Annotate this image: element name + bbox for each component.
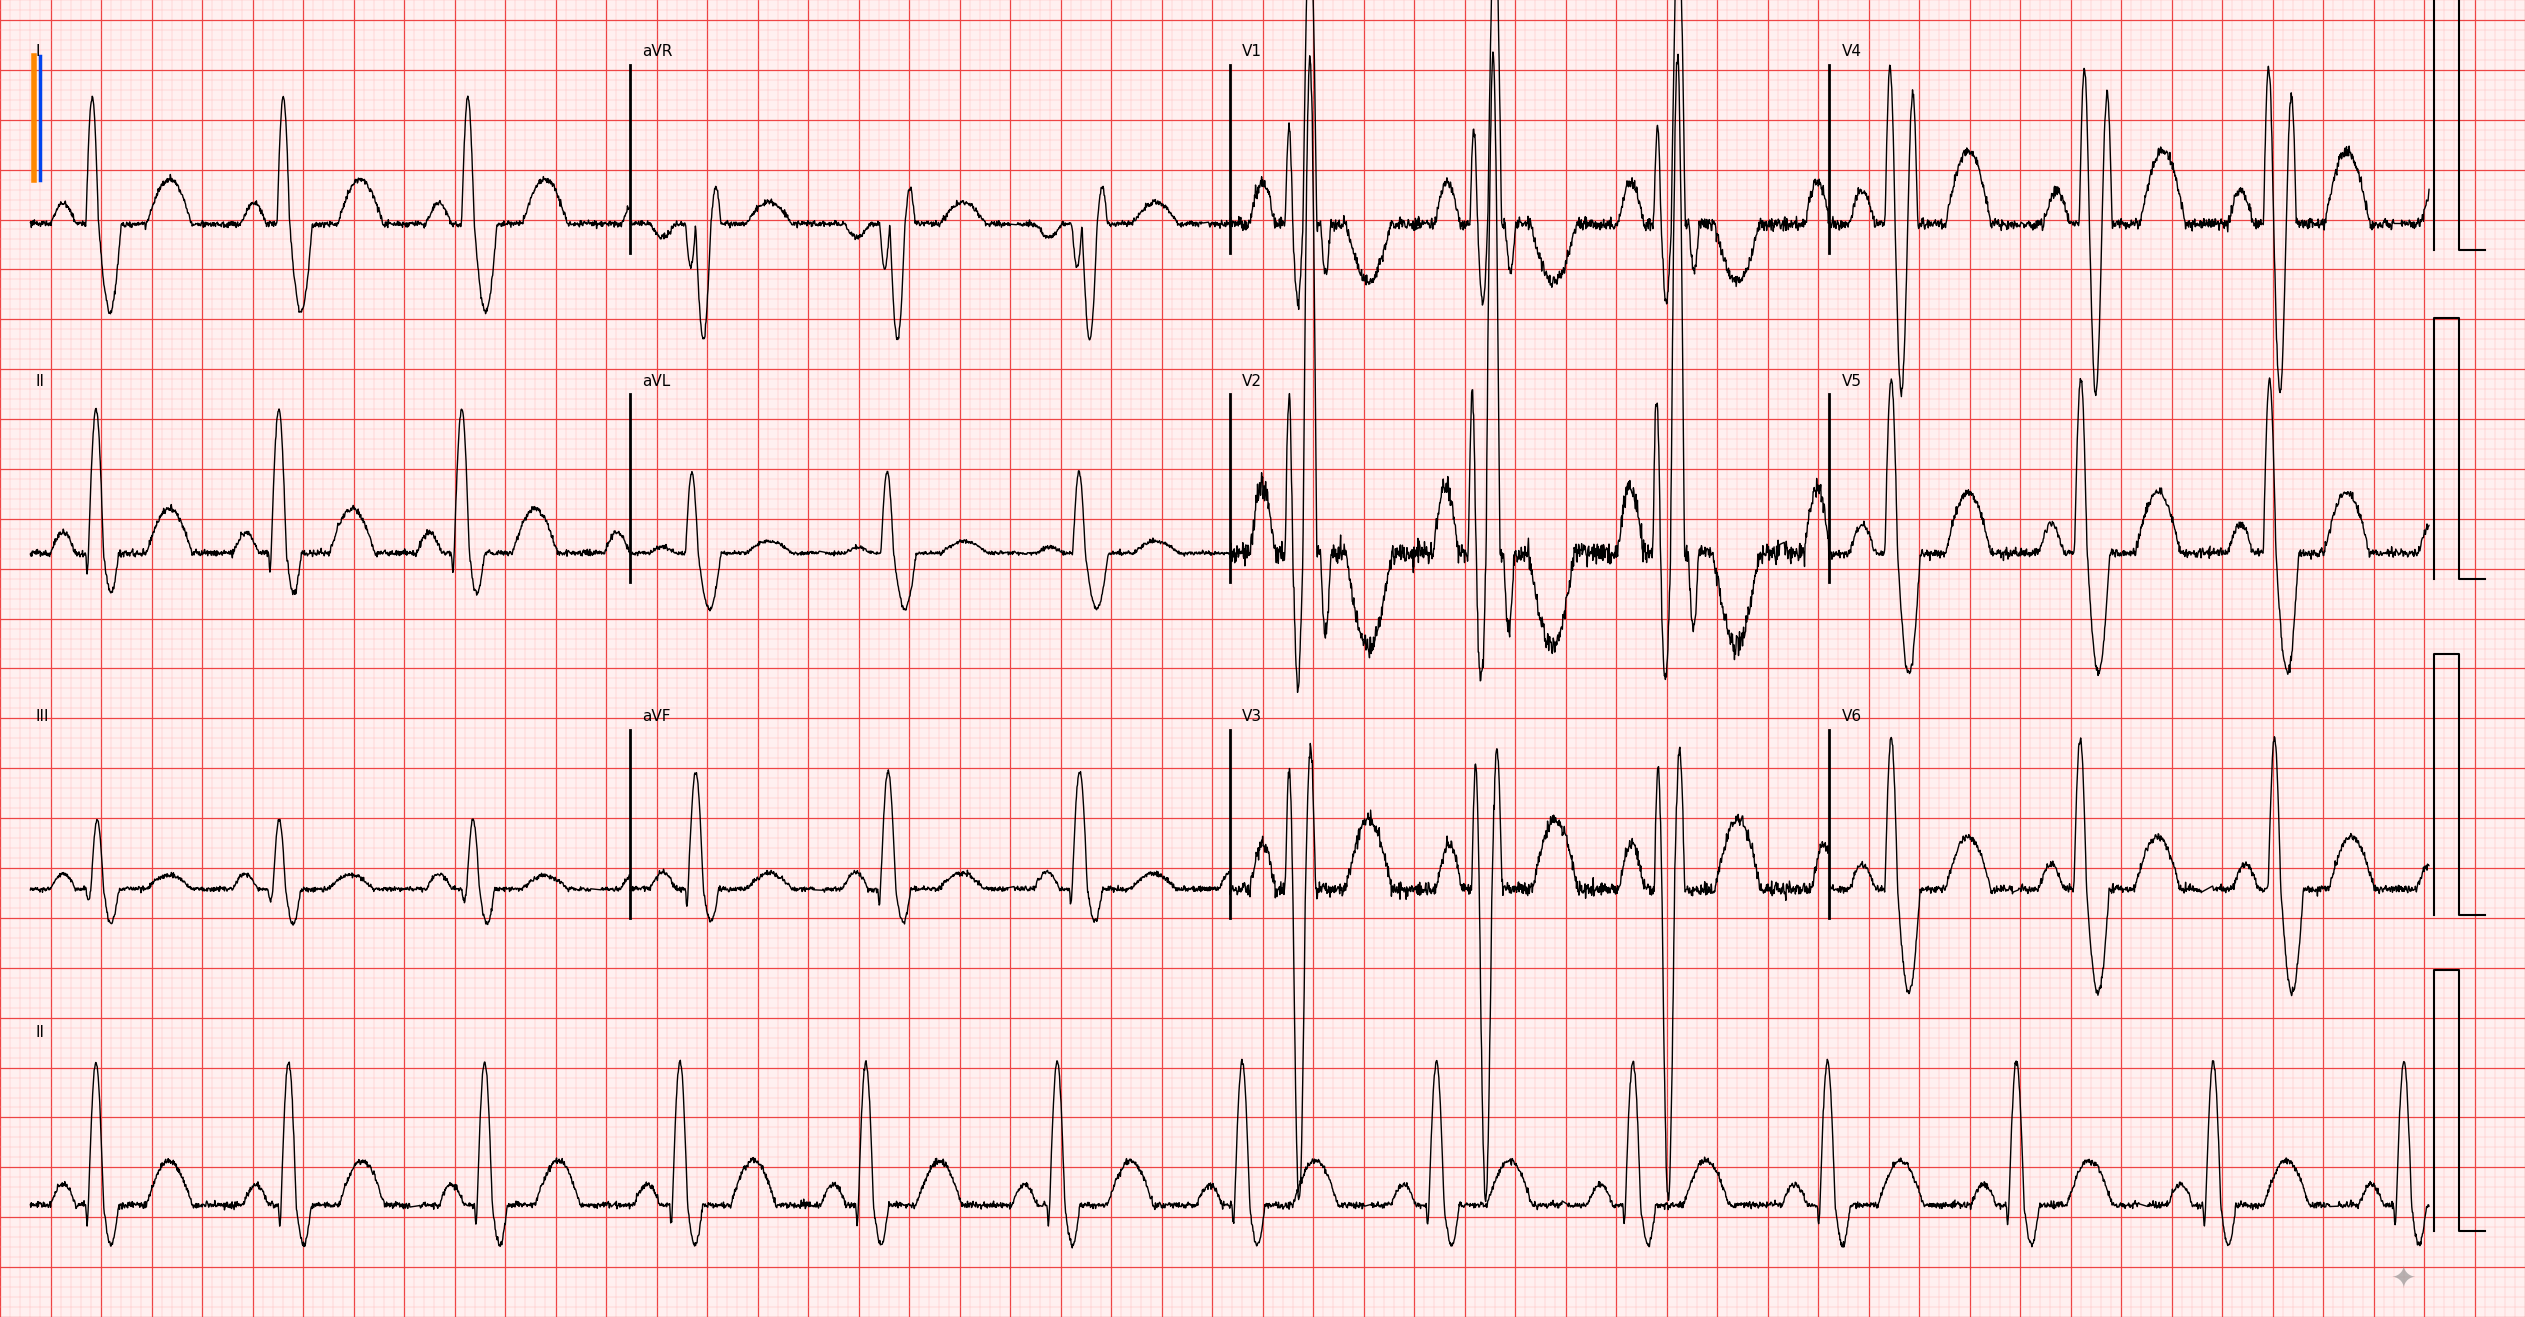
Text: II: II: [35, 1026, 45, 1040]
Text: aVL: aVL: [641, 374, 672, 389]
Text: aVR: aVR: [641, 45, 674, 59]
Text: V5: V5: [1841, 374, 1861, 389]
Text: V4: V4: [1841, 45, 1861, 59]
Text: V6: V6: [1841, 710, 1861, 724]
Text: V2: V2: [1242, 374, 1262, 389]
Text: III: III: [35, 710, 48, 724]
Text: I: I: [35, 45, 40, 59]
Text: V1: V1: [1242, 45, 1262, 59]
Text: II: II: [35, 374, 45, 389]
Text: V3: V3: [1242, 710, 1262, 724]
Text: aVF: aVF: [641, 710, 672, 724]
Text: ✦: ✦: [2391, 1264, 2416, 1293]
